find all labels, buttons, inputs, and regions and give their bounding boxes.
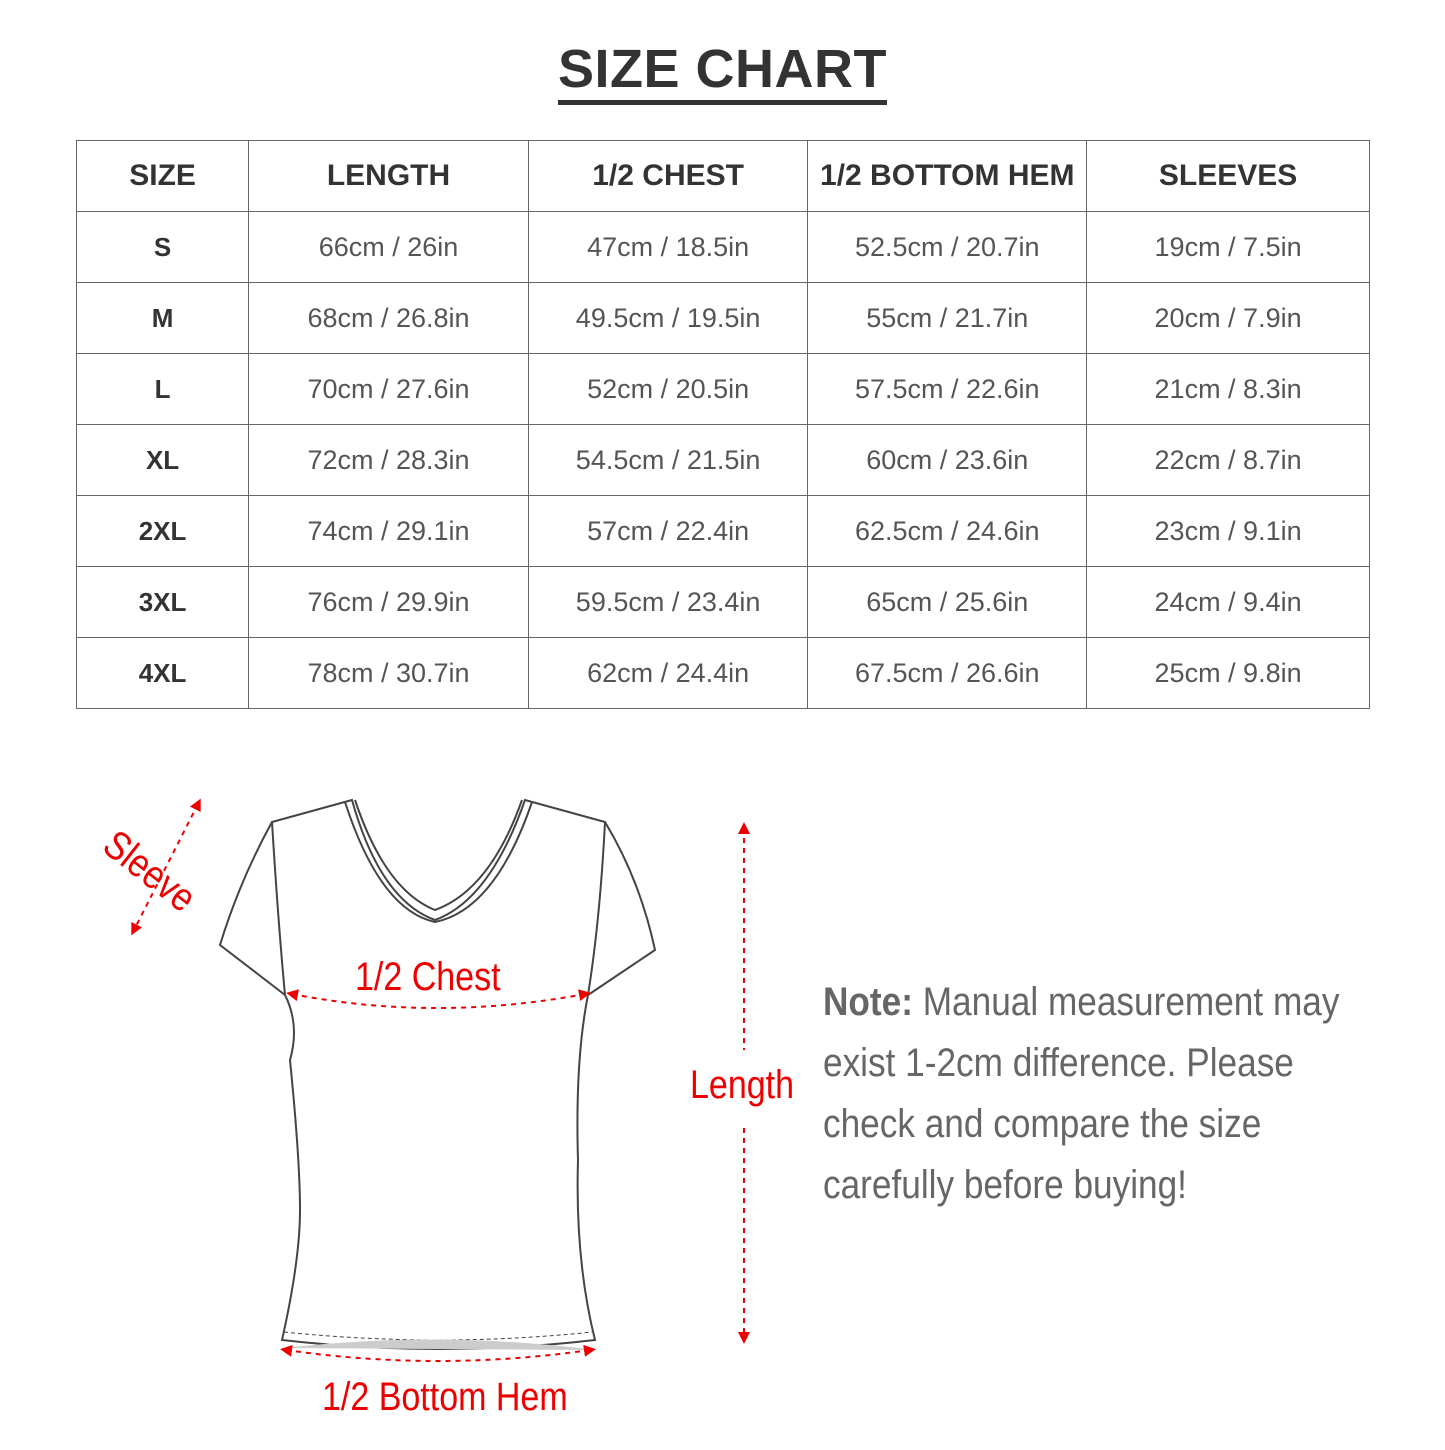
size-cell: XL (75, 424, 250, 496)
table-row: S 66cm / 26in 47cm / 18.5in 52.5cm / 20.7in… (75, 211, 1370, 283)
measurement-cell: 25cm / 9.8in (1086, 637, 1370, 709)
table-row: 4XL 78cm / 30.7in 62cm / 24.4in 67.5cm / 26… (75, 637, 1370, 709)
measurement-cell: 76cm / 29.9in (248, 566, 529, 638)
measurement-cell: 22cm / 8.7in (1086, 424, 1370, 496)
size-cell: S (75, 211, 250, 283)
measurement-cell: 78cm / 30.7in (248, 637, 529, 709)
tshirt-outline (218, 798, 657, 1350)
measurement-cell: 60cm / 23.6in (807, 424, 1088, 496)
measurement-cell: 67.5cm / 26.6in (807, 637, 1088, 709)
measurement-cell: 62cm / 24.4in (527, 637, 809, 709)
measurement-cell: 62.5cm / 24.6in (807, 495, 1088, 567)
note-body: Manual measurement may exist 1-2cm diffe… (823, 980, 1340, 1207)
measurement-cell: 52.5cm / 20.7in (807, 211, 1088, 283)
table-row: 2XL 74cm / 29.1in 57cm / 22.4in 62.5cm / 24… (75, 495, 1370, 567)
measurement-cell: 59.5cm / 23.4in (527, 566, 809, 638)
size-chart-title: SIZE CHART (558, 38, 887, 105)
measurement-cell: 49.5cm / 19.5in (527, 282, 809, 354)
size-cell: M (75, 282, 250, 354)
note-text: Note: Manual measurement may exist 1-2cm… (823, 972, 1369, 1216)
column-header: SIZE (75, 140, 250, 212)
measurement-cell: 52cm / 20.5in (527, 353, 809, 425)
measurement-cell: 70cm / 27.6in (248, 353, 529, 425)
measurement-cell: 65cm / 25.6in (807, 566, 1088, 638)
bottom-hem-label: 1/2 Bottom Hem (322, 1375, 568, 1419)
measurement-cell: 72cm / 28.3in (248, 424, 529, 496)
column-header: LENGTH (248, 140, 529, 212)
measurement-cell: 20cm / 7.9in (1086, 282, 1370, 354)
table-header-row: SIZE LENGTH 1/2 CHEST 1/2 BOTTOM HEM SLEEVES (75, 140, 1370, 212)
length-label: Length (690, 1063, 794, 1107)
measurement-cell: 23cm / 9.1in (1086, 495, 1370, 567)
bottom-hem-arrow (280, 1344, 596, 1362)
size-cell: 2XL (75, 495, 250, 567)
table-row: 3XL 76cm / 29.9in 59.5cm / 23.4in 65cm / 25… (75, 566, 1370, 638)
table-row: L 70cm / 27.6in 52cm / 20.5in 57.5cm / 22.6… (75, 353, 1370, 425)
size-cell: 3XL (75, 566, 250, 638)
measurement-cell: 74cm / 29.1in (248, 495, 529, 567)
note-label: Note: (823, 980, 913, 1024)
measurement-cell: 47cm / 18.5in (527, 211, 809, 283)
table-row: M 68cm / 26.8in 49.5cm / 19.5in 55cm / 21.7… (75, 282, 1370, 354)
column-header: 1/2 BOTTOM HEM (807, 140, 1088, 212)
size-table: SIZE LENGTH 1/2 CHEST 1/2 BOTTOM HEM SLEEVES… (75, 140, 1370, 709)
sleeve-arrow (131, 798, 201, 936)
table-row: XL 72cm / 28.3in 54.5cm / 21.5in 60cm / 23.… (75, 424, 1370, 496)
column-header: 1/2 CHEST (527, 140, 809, 212)
tshirt-illustration (131, 798, 750, 1362)
measurement-cell: 19cm / 7.5in (1086, 211, 1370, 283)
column-header: SLEEVES (1086, 140, 1370, 212)
size-cell: 4XL (75, 637, 250, 709)
measurement-cell: 57.5cm / 22.6in (807, 353, 1088, 425)
measurement-cell: 21cm / 8.3in (1086, 353, 1370, 425)
measurement-cell: 57cm / 22.4in (527, 495, 809, 567)
measurement-cell: 55cm / 21.7in (807, 282, 1088, 354)
page-title: SIZE CHART (0, 38, 1445, 105)
measurement-cell: 54.5cm / 21.5in (527, 424, 809, 496)
tshirt-diagram: Sleeve 1/2 Chest Length 1/2 Bottom Hem (0, 760, 1445, 1445)
chest-label: 1/2 Chest (355, 955, 501, 999)
measurement-cell: 68cm / 26.8in (248, 282, 529, 354)
measurement-cell: 24cm / 9.4in (1086, 566, 1370, 638)
size-cell: L (75, 353, 250, 425)
measurement-cell: 66cm / 26in (248, 211, 529, 283)
